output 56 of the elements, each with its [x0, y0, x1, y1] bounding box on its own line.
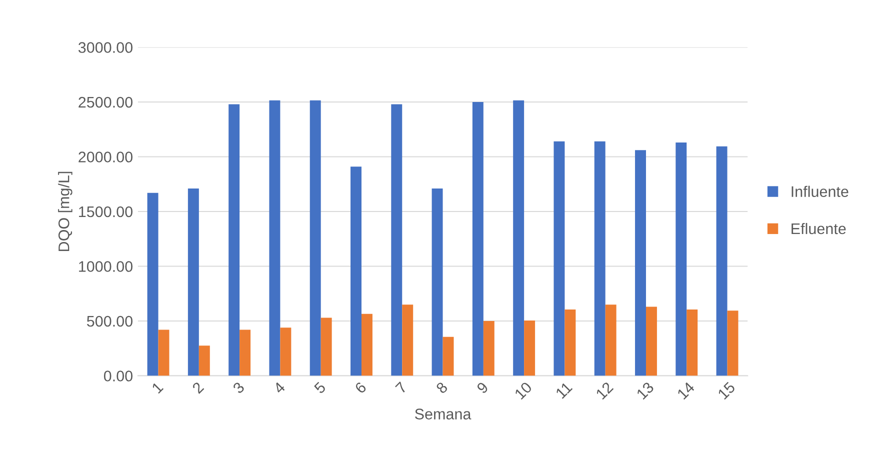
y-tick-label: 0.00 [104, 370, 132, 382]
bar [564, 310, 576, 376]
bar [361, 314, 372, 376]
x-tick-label: 4 [272, 381, 286, 394]
bar [676, 142, 687, 376]
bar [350, 166, 362, 376]
bar [280, 328, 292, 376]
y-axis-title: DQO [mg/L] [58, 172, 72, 251]
bar [483, 321, 494, 376]
y-tick-label: 2000.00 [78, 152, 132, 162]
y-tick-label: 2500.00 [78, 96, 132, 108]
bar [269, 100, 280, 376]
x-tick-label: 8 [435, 381, 448, 394]
x-tick-label: 7 [395, 382, 408, 394]
bar [605, 304, 616, 376]
legend-label: Efluente [792, 222, 846, 234]
bar [320, 318, 332, 376]
bar [716, 146, 728, 376]
bar [310, 100, 321, 376]
bar [147, 192, 158, 376]
bar [188, 188, 199, 376]
y-tick-label: 1000.00 [79, 261, 132, 272]
y-tick-label: 3000.00 [78, 42, 132, 53]
bar [228, 104, 240, 376]
bar [524, 320, 536, 376]
bar [727, 310, 738, 376]
x-tick-label: 1 [151, 382, 164, 394]
bar [646, 306, 657, 376]
y-tick-label: 500.00 [86, 316, 132, 327]
bar [198, 346, 210, 376]
x-tick-label: 13 [636, 381, 654, 400]
x-tick-label: 6 [354, 381, 367, 394]
y-tick-label: 1500.00 [79, 206, 132, 218]
bar [432, 188, 443, 376]
bar [391, 104, 402, 376]
bar [594, 141, 606, 376]
x-tick-label: 3 [232, 381, 245, 394]
bar [513, 100, 524, 376]
x-tick-label: 15 [717, 381, 736, 400]
x-tick-label: 11 [555, 382, 573, 399]
x-tick-label: 2 [192, 381, 204, 394]
bar [442, 336, 454, 376]
bar [402, 304, 414, 376]
bar [240, 330, 251, 376]
x-tick-label: 14 [676, 381, 696, 400]
x-tick-label: 12 [595, 381, 614, 400]
x-tick-label: 10 [514, 381, 533, 400]
x-tick-label: 9 [476, 381, 489, 394]
bar [686, 310, 698, 376]
bar [635, 150, 646, 376]
bar [554, 141, 565, 376]
x-tick-label: 5 [314, 381, 326, 394]
legend-label: Influente [792, 186, 848, 198]
bar [472, 102, 484, 376]
x-axis-title: Semana [415, 408, 472, 420]
bar [158, 330, 170, 376]
